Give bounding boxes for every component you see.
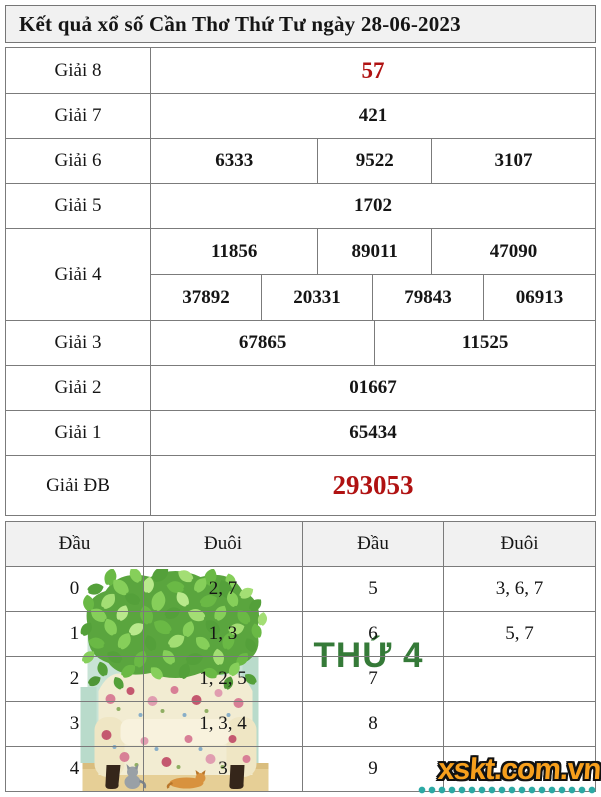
prize-label-giai-1: Giải 1 bbox=[6, 411, 151, 455]
prize-row-giai-db: Giải ĐB 293053 bbox=[6, 456, 595, 515]
duoi-cell: 1, 3 bbox=[144, 612, 303, 656]
prize-value: 6333 bbox=[151, 139, 319, 183]
dau-cell: 7 bbox=[303, 657, 444, 701]
dau-cell: 1 bbox=[6, 612, 144, 656]
prize-row-giai-6: Giải 6 6333 9522 3107 bbox=[6, 139, 595, 184]
duoi-cell: 1, 2, 5 bbox=[144, 657, 303, 701]
head-tail-row-4-9: 4 3 9 0, 2 bbox=[6, 747, 595, 791]
site-watermark-link[interactable]: xskt.com.vn bbox=[436, 753, 601, 786]
prize-row-giai-3: Giải 3 67865 11525 bbox=[6, 321, 595, 366]
head-tail-section: THỨ 4 Đầu Đuôi Đầu Đuôi 0 2, 7 5 3, 6, 7… bbox=[5, 521, 601, 794]
prize-label-giai-4: Giải 4 bbox=[6, 229, 151, 320]
duoi-cell bbox=[444, 702, 595, 746]
prize-label-giai-db: Giải ĐB bbox=[6, 456, 151, 515]
prize-row-giai-5: Giải 5 1702 bbox=[6, 184, 595, 229]
dau-cell: 5 bbox=[303, 567, 444, 611]
prize-table: Giải 8 57 Giải 7 421 Giải 6 6333 9522 31… bbox=[5, 47, 596, 516]
prize-value: 65434 bbox=[349, 422, 397, 443]
duoi-cell: 2, 7 bbox=[144, 567, 303, 611]
header-duoi-right: Đuôi bbox=[500, 533, 539, 554]
duoi-cell: 3, 6, 7 bbox=[495, 578, 544, 599]
head-tail-row-1-6: 1 1, 3 6 5, 7 bbox=[6, 612, 595, 657]
prize-label-giai-5: Giải 5 bbox=[6, 184, 151, 228]
prize-value-special: 293053 bbox=[332, 470, 414, 500]
prize-value: 67865 bbox=[151, 321, 376, 365]
prize-value: 79843 bbox=[373, 275, 484, 320]
head-tail-row-2-7: 2 1, 2, 5 7 bbox=[6, 657, 595, 702]
duoi-cell bbox=[444, 657, 595, 701]
prize-value: 57 bbox=[361, 57, 385, 83]
prize-label-giai-3: Giải 3 bbox=[6, 321, 151, 365]
duoi-cell: 5, 7 bbox=[505, 623, 534, 644]
dau-cell: 9 bbox=[303, 747, 444, 791]
prize-value: 11856 bbox=[151, 229, 319, 274]
head-tail-header-row: Đầu Đuôi Đầu Đuôi bbox=[6, 522, 595, 567]
prize-value: 3107 bbox=[494, 150, 533, 171]
head-tail-table: Đầu Đuôi Đầu Đuôi 0 2, 7 5 3, 6, 7 1 1, … bbox=[5, 521, 596, 792]
head-tail-row-3-8: 3 1, 3, 4 8 bbox=[6, 702, 595, 747]
prize-value: 11525 bbox=[461, 332, 509, 353]
prize-label-giai-8: Giải 8 bbox=[6, 48, 151, 93]
header-dau-right: Đầu bbox=[303, 522, 444, 566]
prize-value: 20331 bbox=[262, 275, 373, 320]
prize-row-giai-1: Giải 1 65434 bbox=[6, 411, 595, 456]
prize-label-giai-2: Giải 2 bbox=[6, 366, 151, 410]
header-dau-left: Đầu bbox=[6, 522, 144, 566]
dau-cell: 3 bbox=[6, 702, 144, 746]
prize-value: 01667 bbox=[349, 377, 397, 398]
ivy-sofa-cats-illustration bbox=[80, 569, 269, 791]
prize-row-giai-7: Giải 7 421 bbox=[6, 94, 595, 139]
orange-cat bbox=[166, 770, 206, 789]
prize-label-giai-7: Giải 7 bbox=[6, 94, 151, 138]
duoi-cell: 1, 3, 4 bbox=[144, 702, 303, 746]
prize-value: 1702 bbox=[354, 195, 392, 216]
prize-value: 421 bbox=[358, 105, 388, 126]
prize-label-giai-6: Giải 6 bbox=[6, 139, 151, 183]
site-watermark-dots bbox=[418, 786, 596, 794]
dau-cell: 2 bbox=[6, 657, 144, 701]
gray-cat bbox=[124, 764, 147, 789]
dau-cell: 8 bbox=[303, 702, 444, 746]
prize-value: 9522 bbox=[318, 139, 433, 183]
header-duoi-left: Đuôi bbox=[144, 522, 303, 566]
head-tail-row-0-5: 0 2, 7 5 3, 6, 7 bbox=[6, 567, 595, 612]
page-title: Kết quả xổ số Cần Thơ Thứ Tư ngày 28-06-… bbox=[5, 5, 596, 43]
prize-value: 47090 bbox=[489, 240, 538, 262]
dau-cell: 4 bbox=[6, 747, 144, 791]
prize-value: 06913 bbox=[515, 286, 564, 308]
prize-value: 89011 bbox=[318, 229, 433, 274]
prize-row-giai-4: Giải 4 11856 89011 47090 37892 20331 798… bbox=[6, 229, 595, 321]
dau-cell: 0 bbox=[6, 567, 144, 611]
duoi-cell: 3 bbox=[144, 747, 303, 791]
prize-value: 37892 bbox=[151, 275, 262, 320]
duoi-cell: 0, 2 bbox=[505, 758, 534, 779]
dau-cell: 6 bbox=[303, 612, 444, 656]
prize-row-giai-2: Giải 2 01667 bbox=[6, 366, 595, 411]
prize-row-giai-8: Giải 8 57 bbox=[6, 48, 595, 94]
